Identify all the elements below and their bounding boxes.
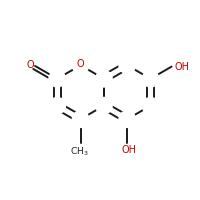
Circle shape	[142, 97, 159, 114]
Text: OH: OH	[174, 62, 189, 72]
Text: CH$_3$: CH$_3$	[70, 145, 89, 158]
Circle shape	[49, 97, 65, 114]
Text: O: O	[26, 60, 34, 70]
Circle shape	[96, 70, 112, 87]
Circle shape	[100, 102, 108, 110]
Circle shape	[119, 111, 135, 127]
Circle shape	[100, 75, 108, 83]
Text: OH: OH	[122, 145, 137, 155]
Circle shape	[72, 111, 89, 127]
Circle shape	[49, 70, 65, 87]
Circle shape	[72, 57, 89, 74]
Circle shape	[119, 57, 135, 74]
Text: O: O	[77, 59, 84, 69]
Circle shape	[142, 70, 159, 87]
Circle shape	[96, 97, 112, 114]
